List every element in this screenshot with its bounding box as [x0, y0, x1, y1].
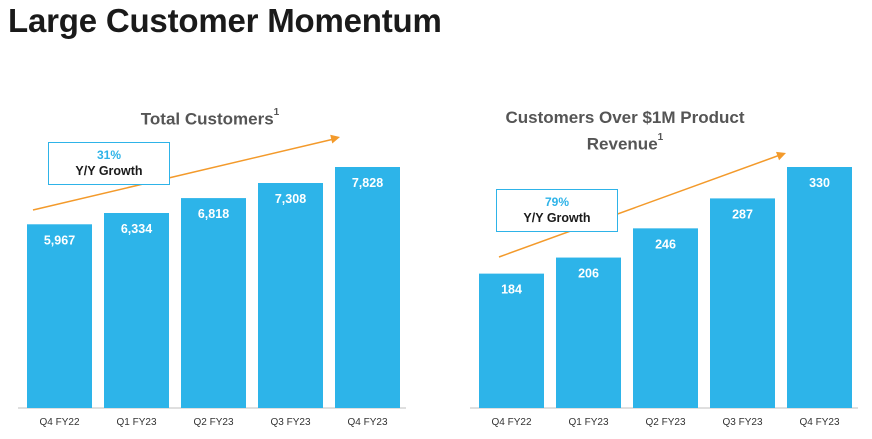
growth-percent: 79%: [544, 195, 570, 209]
bar-q3-fy23: [258, 183, 323, 408]
x-tick-label: Q3 FY23: [270, 417, 310, 428]
growth-callout-over-1m: 79% Y/Y Growth: [496, 189, 618, 232]
x-tick-label: Q1 FY23: [568, 417, 608, 428]
growth-trend-arrowhead: [330, 134, 340, 144]
x-tick-label: Q1 FY23: [116, 417, 156, 428]
chart-title-over-1m: Customers Over $1M Product Revenue1: [470, 106, 780, 156]
bar-value-label: 246: [655, 237, 676, 251]
bar-value-label: 287: [732, 207, 753, 221]
growth-percent: 31%: [96, 148, 122, 162]
footnote-marker: 1: [273, 107, 280, 118]
x-tick-label: Q4 FY22: [491, 417, 531, 428]
bar-q4-fy23: [787, 167, 852, 408]
bar-q2-fy23: [181, 198, 246, 408]
x-tick-label: Q3 FY23: [722, 417, 762, 428]
footnote-marker: 1: [657, 132, 664, 143]
bar-value-label: 6,334: [121, 222, 152, 236]
bar-q1-fy23: [104, 212, 169, 408]
x-tick-label: Q4 FY22: [39, 417, 79, 428]
bar-q1-fy23: [556, 257, 621, 408]
bar-value-label: 330: [809, 176, 830, 190]
x-tick-label: Q4 FY23: [347, 417, 387, 428]
bar-value-label: 5,967: [44, 233, 75, 247]
bar-value-label: 184: [501, 283, 522, 297]
bar-q4-fy22: [27, 224, 92, 408]
bar-q4-fy23: [335, 167, 400, 408]
growth-label: Y/Y Growth: [75, 164, 143, 178]
chart-title-text: Total Customers: [140, 109, 274, 129]
x-tick-label: Q2 FY23: [193, 417, 233, 428]
growth-trend-line: [32, 138, 335, 211]
page-title: Large Customer Momentum: [8, 2, 442, 39]
bar-q3-fy23: [710, 198, 775, 408]
bar-q4-fy22: [479, 273, 544, 408]
growth-trend-arrowhead: [776, 151, 786, 161]
bar-value-label: 206: [578, 267, 599, 281]
bar-value-label: 6,818: [198, 207, 229, 221]
chart-title-line-2: Revenue: [586, 134, 658, 154]
bar-q2-fy23: [633, 228, 698, 408]
growth-callout-total-customers: 31% Y/Y Growth: [48, 142, 170, 185]
chart-title-total-customers: Total Customers1: [95, 104, 325, 131]
x-tick-label: Q2 FY23: [645, 417, 685, 428]
growth-trend-line: [498, 154, 781, 258]
bar-value-label: 7,828: [352, 176, 383, 190]
bar-value-label: 7,308: [275, 192, 306, 206]
chart-title-line-1: Customers Over $1M Product: [505, 108, 745, 127]
growth-label: Y/Y Growth: [523, 211, 591, 225]
x-tick-label: Q4 FY23: [799, 417, 839, 428]
